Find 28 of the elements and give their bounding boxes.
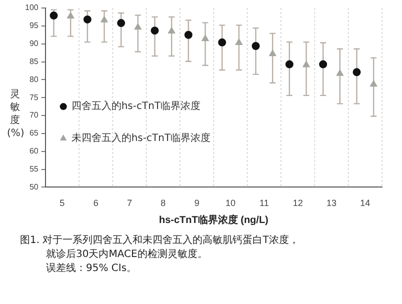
y-tick-label: 90 (29, 39, 39, 48)
text: 就诊后30天内MACE的检测灵敏度。 (45, 248, 208, 262)
x-tick-label: 12 (292, 198, 303, 208)
x-tick-label: 6 (93, 198, 98, 208)
y-tick-label: 50 (29, 182, 39, 192)
y-tick-label: 70 (29, 110, 39, 120)
x-tick-label: 13 (326, 198, 337, 208)
x-tick-label: 8 (160, 198, 166, 208)
y-tick-label: 80 (29, 74, 39, 84)
y-tick-label: 60 (29, 146, 39, 156)
y-tick-label: 95 (29, 21, 39, 30)
legend-label: 未四舍五入的hs-cTnT临界浓度 (71, 132, 211, 144)
x-tick-label: 7 (127, 198, 132, 208)
text: 误差线：95% CIs。 (45, 262, 138, 276)
x-axis-title: hs-cTnT临界浓度 (ng/L) (158, 214, 268, 226)
y-tick-label: 100 (24, 3, 39, 12)
legend-label: 四舍五入的hs-cTnT临界浓度 (71, 100, 201, 112)
caption: 图1. 对于一系列四舍五入和未四舍五入的高敏肌钙蛋白T浓度， (20, 234, 299, 248)
x-tick-label: 14 (360, 198, 370, 208)
y-axis-title: 灵敏度 (%) (7, 88, 24, 140)
x-tick-label: 5 (60, 198, 65, 208)
x-tick-label: 10 (226, 198, 236, 208)
y-tick-label: 55 (29, 164, 39, 174)
y-tick-label: 75 (29, 92, 39, 102)
y-tick-label: 65 (29, 128, 39, 138)
x-tick-label: 9 (194, 198, 200, 208)
y-tick-label: 85 (29, 56, 39, 66)
x-tick-label: 11 (260, 198, 269, 208)
